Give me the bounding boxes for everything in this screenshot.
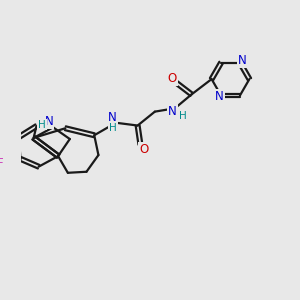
Text: H: H xyxy=(38,120,46,130)
Text: N: N xyxy=(238,54,246,67)
Text: F: F xyxy=(0,157,4,169)
Text: N: N xyxy=(168,105,177,118)
Text: N: N xyxy=(45,115,53,128)
Text: H: H xyxy=(179,111,187,121)
Text: O: O xyxy=(139,143,148,156)
Text: N: N xyxy=(215,90,224,104)
Text: H: H xyxy=(109,123,116,133)
Text: N: N xyxy=(108,111,117,124)
Text: O: O xyxy=(168,72,177,85)
